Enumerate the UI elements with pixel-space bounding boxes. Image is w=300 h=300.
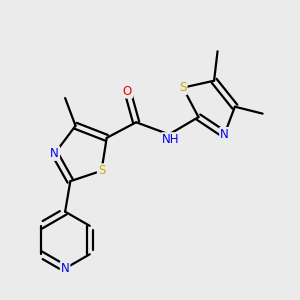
Text: S: S [179,81,187,94]
Text: N: N [61,262,70,275]
Text: S: S [98,164,105,177]
Text: N: N [50,147,59,160]
Text: O: O [123,85,132,98]
Text: N: N [220,128,229,141]
Text: NH: NH [162,133,179,146]
